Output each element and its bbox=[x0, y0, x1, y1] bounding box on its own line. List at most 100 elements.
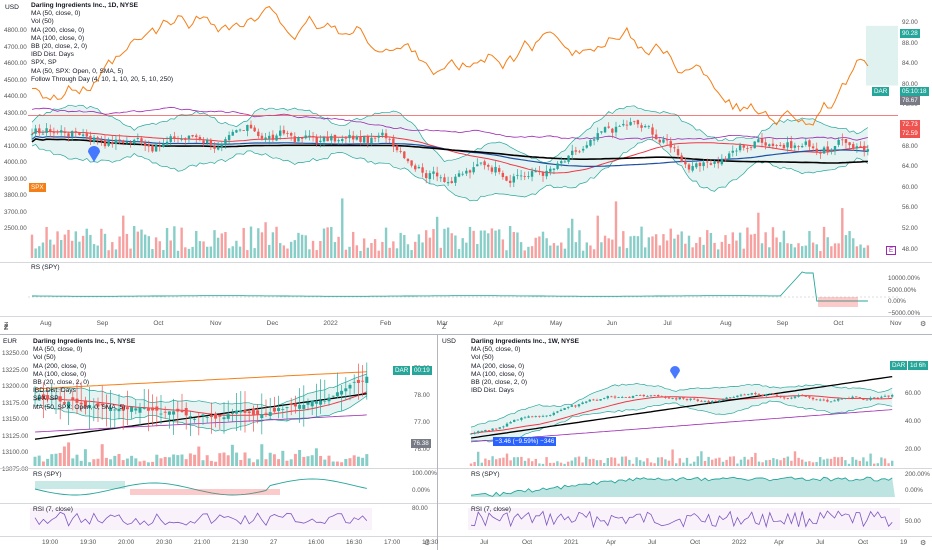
candle-body bbox=[213, 145, 216, 149]
br-time-axis[interactable]: Jul Oct 2021 Apr Jul Oct 2022 Apr Jul Oct 19 bbox=[468, 539, 928, 549]
volume-bar bbox=[323, 459, 327, 466]
legend-line: BB (20, close, 2, 0) bbox=[31, 43, 88, 51]
bl-currency-label: EUR bbox=[3, 338, 17, 345]
bl-price-chart[interactable] bbox=[30, 335, 372, 468]
volume-bar bbox=[355, 245, 359, 258]
rs-separator[interactable] bbox=[0, 262, 932, 263]
candle-body bbox=[172, 411, 176, 415]
volume-bar bbox=[70, 240, 74, 258]
candle-body bbox=[78, 132, 81, 136]
candle-body bbox=[771, 143, 775, 146]
volume-bar bbox=[188, 453, 192, 466]
br-rs-separator[interactable] bbox=[438, 468, 932, 469]
main-currency-label: USD bbox=[5, 4, 19, 11]
volume-bar bbox=[865, 461, 869, 466]
settings-br-icon[interactable]: ⚙ bbox=[920, 540, 927, 547]
zoom-main-icon[interactable]: Z bbox=[4, 322, 9, 329]
br-price-chart[interactable] bbox=[468, 335, 900, 468]
volume-bar bbox=[264, 222, 267, 258]
volume-bar bbox=[800, 246, 804, 258]
br-rs-chart[interactable] bbox=[468, 469, 900, 502]
candle-body bbox=[541, 172, 545, 176]
candle-body bbox=[406, 158, 410, 162]
bl-rsi-separator[interactable] bbox=[0, 503, 437, 504]
layout-separator-horizontal[interactable] bbox=[0, 334, 932, 335]
settings-main-icon[interactable]: ⚙ bbox=[920, 321, 927, 328]
bl-rs-separator[interactable] bbox=[0, 468, 437, 469]
bl-rsi-chart[interactable] bbox=[30, 504, 372, 534]
volume-bar bbox=[100, 228, 103, 258]
left-axis-label: 3900.00 bbox=[4, 175, 27, 183]
candle-body bbox=[230, 413, 234, 414]
volume-bar bbox=[238, 246, 242, 258]
volume-bar bbox=[862, 457, 865, 466]
volume-bar bbox=[768, 247, 771, 258]
candle-body bbox=[760, 138, 764, 143]
volume-bar bbox=[109, 459, 113, 466]
candle-body bbox=[222, 417, 226, 420]
volume-bar bbox=[837, 243, 840, 258]
candle-body bbox=[238, 129, 242, 131]
main-chart-pane[interactable]: USD Darling Ingredients Inc., 1D, NYSE M… bbox=[0, 0, 932, 332]
rs-pos-area bbox=[471, 477, 895, 497]
zoom-bl-icon[interactable]: Z bbox=[4, 325, 9, 332]
volume-bar bbox=[731, 232, 734, 258]
candle-body bbox=[560, 161, 563, 164]
settings-bl-icon[interactable]: ⚙ bbox=[424, 540, 431, 547]
zoom-left-icon[interactable]: Z bbox=[4, 324, 9, 331]
bl-rs-chart[interactable] bbox=[30, 469, 372, 502]
candle-body bbox=[323, 400, 327, 402]
candle-body bbox=[754, 393, 757, 395]
volume-bar bbox=[804, 461, 807, 466]
candle-body bbox=[534, 416, 537, 417]
volume-bar bbox=[523, 460, 527, 466]
br-rsi-chart[interactable] bbox=[468, 504, 900, 534]
volume-bar bbox=[502, 457, 505, 466]
volume-bar bbox=[811, 462, 815, 466]
main-rs-chart[interactable] bbox=[28, 263, 898, 315]
candle-body bbox=[34, 128, 37, 134]
volume-bars bbox=[30, 198, 870, 258]
candle-body bbox=[184, 408, 188, 416]
candle-body bbox=[414, 165, 417, 170]
bl-rs-label: RS (SPY) bbox=[33, 471, 62, 478]
candle-body bbox=[757, 139, 760, 143]
candle-body bbox=[469, 433, 473, 435]
candle-body bbox=[695, 163, 698, 168]
main-time-axis[interactable]: Aug Sep Oct Nov Dec 2022 Feb Mar Apr May Jun Jul Aug… bbox=[28, 320, 902, 330]
zoom-right-icon[interactable]: Z bbox=[442, 324, 447, 331]
left-axis-label: 3800.00 bbox=[4, 192, 27, 199]
volume-bar bbox=[348, 458, 352, 466]
candle-body bbox=[450, 181, 453, 184]
volume-bar bbox=[227, 248, 231, 258]
volume-bar bbox=[285, 460, 289, 466]
candle-body bbox=[198, 136, 202, 141]
volume-bar bbox=[841, 208, 844, 258]
candle-body bbox=[654, 134, 658, 140]
candle-body bbox=[271, 134, 275, 140]
volume-bar bbox=[527, 246, 530, 258]
main-price-chart[interactable] bbox=[28, 0, 898, 262]
volume-bar bbox=[111, 242, 114, 258]
volume-bar bbox=[281, 450, 285, 466]
bottom-left-pane[interactable]: EUR Darling Ingredients Inc., 5, NYSE MA… bbox=[0, 325, 438, 550]
volume-bar bbox=[750, 457, 753, 466]
candle-body bbox=[603, 127, 607, 133]
candle-body bbox=[657, 395, 660, 397]
candle-body bbox=[826, 399, 829, 402]
volume-bar bbox=[92, 244, 96, 258]
candle-body bbox=[281, 409, 285, 410]
bl-time-axis[interactable]: 19:00 19:30 20:00 20:30 21:00 21:30 27 16:00 16:… bbox=[30, 539, 438, 549]
main-rs-label: RS (SPY) bbox=[31, 264, 60, 271]
layout-separator-vertical[interactable] bbox=[437, 334, 438, 550]
bottom-right-pane[interactable]: USD Darling Ingredients Inc., 1W, NYSE M… bbox=[438, 335, 932, 550]
volume-bar bbox=[687, 235, 691, 258]
left-axis-label: 4000.00 bbox=[4, 159, 27, 166]
volume-bar bbox=[658, 245, 661, 258]
br-rsi-separator[interactable] bbox=[438, 503, 932, 504]
rsi-line bbox=[470, 510, 893, 529]
bl-rsi-axis-labels: 80.00 bbox=[412, 505, 436, 535]
br-right-axis[interactable]: 60.00 40.00 20.00 bbox=[905, 335, 932, 468]
candle-body bbox=[653, 395, 656, 396]
